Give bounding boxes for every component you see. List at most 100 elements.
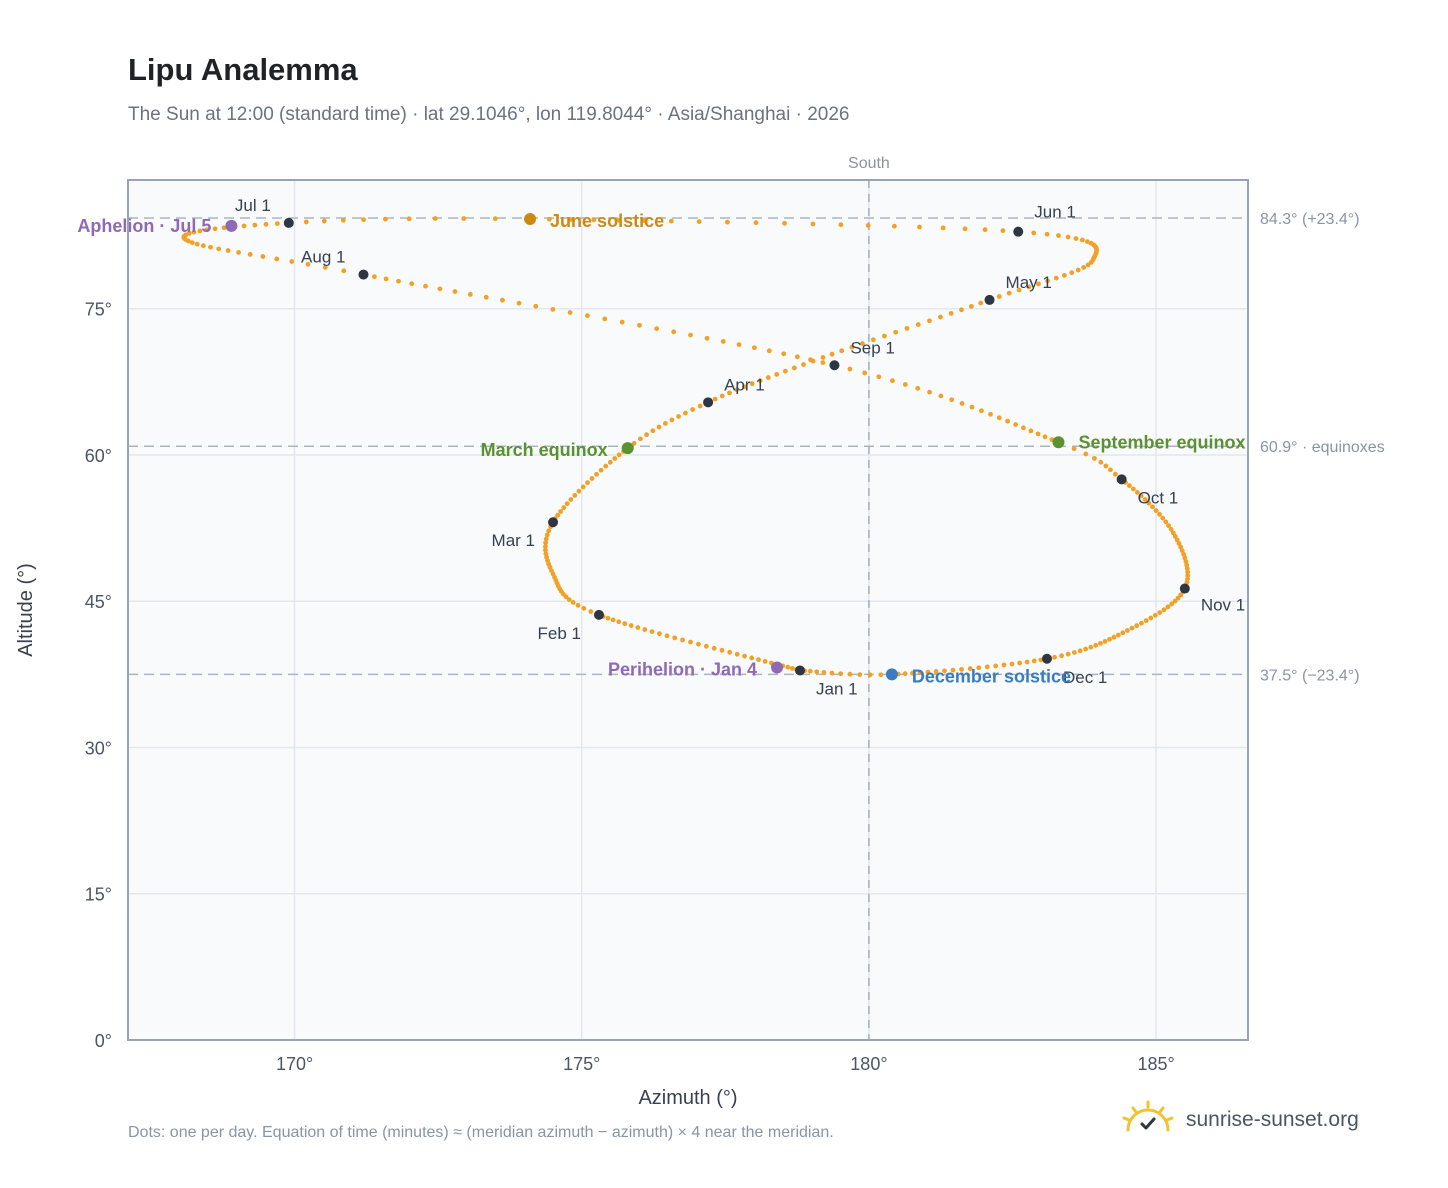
daily-dot [616,452,622,458]
month-marker [1179,583,1190,594]
daily-dot [712,396,718,402]
daily-dot [637,436,643,442]
daily-dot [1098,459,1104,465]
daily-dot [492,216,498,222]
daily-dot [423,283,428,289]
daily-dot [993,663,999,669]
daily-dot [580,484,586,490]
daily-dot [558,509,563,514]
daily-dot [452,289,458,294]
daily-dot [1168,526,1174,532]
daily-dot [1178,544,1184,550]
daily-dot [672,635,678,641]
daily-dot [1102,638,1108,644]
daily-dot [1020,425,1026,431]
daily-dot [236,249,241,255]
daily-dot [915,322,921,327]
month-label: Aug 1 [301,248,345,267]
daily-dot [988,411,993,417]
daily-dot [829,351,835,357]
daily-dot [568,497,574,502]
daily-dot [1077,648,1083,654]
daily-dot [1017,660,1023,666]
event-label: Perihelion · Jan 4 [608,660,757,680]
daily-dot [917,670,923,676]
daily-dot [1161,607,1167,613]
daily-dot [483,294,489,300]
daily-dot [197,228,203,234]
daily-dot [437,286,443,292]
daily-dot [642,218,647,224]
daily-dot [542,544,548,549]
month-marker [829,360,840,371]
daily-dot [697,403,703,409]
daily-dot [1172,598,1178,604]
daily-dot [533,303,539,309]
daily-dot [619,319,625,325]
daily-dot [821,670,827,675]
daily-dot [688,332,693,338]
daily-dot [594,471,599,477]
y-tick-label: 0° [95,1031,112,1051]
daily-dot [1153,508,1159,513]
daily-dot [711,645,717,651]
daily-dot [1165,604,1171,610]
daily-dot [1031,230,1037,236]
daily-dot [878,672,884,678]
month-marker [703,397,714,408]
daily-dot [766,348,772,354]
daily-dot [561,505,567,511]
daily-dot [1006,290,1012,296]
month-label: Nov 1 [1201,596,1245,615]
daily-dot [938,393,944,399]
daily-dot [838,671,844,677]
daily-dot [396,278,401,284]
event-marker [885,668,898,681]
event-markers: March equinox June solstice September equi… [77,211,1245,686]
daily-dot [204,227,210,233]
daily-dot [631,440,637,446]
daily-dot [635,625,641,630]
daily-dot [1079,237,1085,243]
daily-dot [543,540,549,546]
daily-dot [915,385,921,391]
daily-dot [225,248,231,253]
daily-dot [1176,541,1182,546]
daily-dot [829,670,835,676]
event-marker [524,213,537,226]
event-label: June solstice [550,211,664,231]
daily-dot [862,370,868,376]
daily-dot [1139,620,1144,626]
month-marker [1116,474,1127,485]
reference-lines: 84.3° (+23.4°) 60.9° · equinoxes 37.5° (−2… [128,155,1385,1040]
daily-dot [933,669,939,674]
daily-dot [637,322,642,328]
reference-line-label: 37.5° (−23.4°) [1260,667,1360,684]
daily-dot [200,243,206,249]
daily-dot [1184,562,1190,568]
daily-dot [610,617,616,623]
daily-dot [189,240,195,245]
daily-dot [690,407,696,412]
daily-dot [1045,278,1051,284]
daily-dot [967,666,973,671]
brand[interactable]: sunrise-sunset.org [1120,1100,1359,1139]
daily-dot [1071,650,1077,655]
daily-dot [1092,455,1097,461]
daily-dot [727,390,732,396]
month-marker [358,269,369,280]
daily-dot [756,657,761,663]
y-tick-label: 15° [85,885,112,905]
daily-dot [1075,267,1081,273]
daily-dot [1179,548,1185,554]
daily-dot [572,492,578,498]
month-label: Apr 1 [724,375,765,394]
daily-dot [948,310,954,316]
daily-dot [1142,497,1148,502]
daily-dot [984,664,990,670]
daily-dot [1143,618,1149,624]
daily-dot [1152,612,1158,618]
daily-dot [461,216,467,221]
daily-dot [566,597,572,603]
daily-dot [516,300,522,306]
